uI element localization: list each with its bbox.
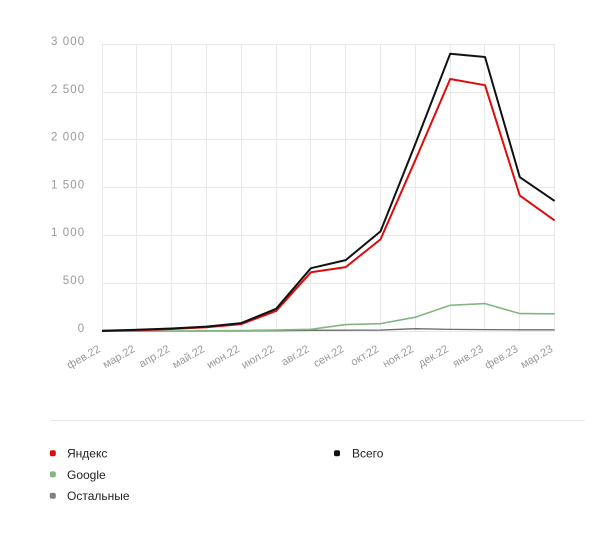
svg-text:Остальные: Остальные [67, 489, 130, 503]
svg-text:Всего: Всего [352, 447, 384, 461]
svg-text:Google: Google [67, 468, 106, 482]
svg-text:500: 500 [63, 275, 86, 287]
svg-text:1 500: 1 500 [51, 180, 85, 192]
svg-text:0: 0 [78, 323, 86, 335]
svg-text:1 000: 1 000 [51, 227, 85, 239]
svg-text:3 000: 3 000 [51, 36, 85, 48]
svg-text:2 000: 2 000 [51, 132, 85, 144]
svg-text:Яндекс: Яндекс [67, 447, 107, 461]
svg-text:2 500: 2 500 [51, 84, 85, 96]
